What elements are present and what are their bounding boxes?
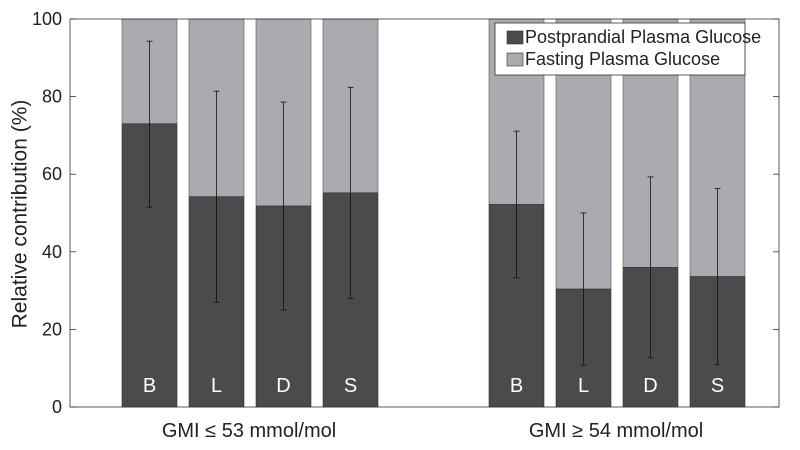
- bar-label: L: [211, 375, 222, 397]
- legend-swatch: [506, 52, 524, 67]
- y-tick-label: 60: [42, 164, 62, 184]
- y-tick-label: 100: [32, 9, 62, 29]
- bar-label: D: [643, 375, 657, 397]
- y-tick-label: 40: [42, 242, 62, 262]
- bar-label: S: [711, 375, 724, 397]
- axes-frame: [69, 18, 780, 408]
- legend-entry: Fasting Plasma Glucose: [525, 49, 720, 69]
- bar-label: D: [276, 375, 290, 397]
- y-axis-title: Relative contribution (%): [9, 100, 32, 329]
- bar-label: L: [578, 375, 589, 397]
- y-tick-label: 20: [42, 319, 62, 339]
- legend-swatch: [506, 30, 524, 45]
- bar-label: B: [143, 375, 156, 397]
- y-tick-label: 80: [42, 87, 62, 107]
- x-group-label: GMI ≥ 54 mmol/mol: [529, 420, 703, 442]
- axes: GMI ≤ 53 mmol/mol GMI ≥ 54 mmol/mol 0 20 40 6…: [32, 9, 780, 442]
- bar-label: S: [344, 375, 357, 397]
- legend-entry: Postprandial Plasma Glucose: [525, 27, 761, 47]
- bar-label: B: [510, 375, 523, 397]
- y-tick-label: 0: [52, 397, 62, 417]
- legend-box: [494, 22, 746, 76]
- x-group-label: GMI ≤ 53 mmol/mol: [162, 420, 336, 442]
